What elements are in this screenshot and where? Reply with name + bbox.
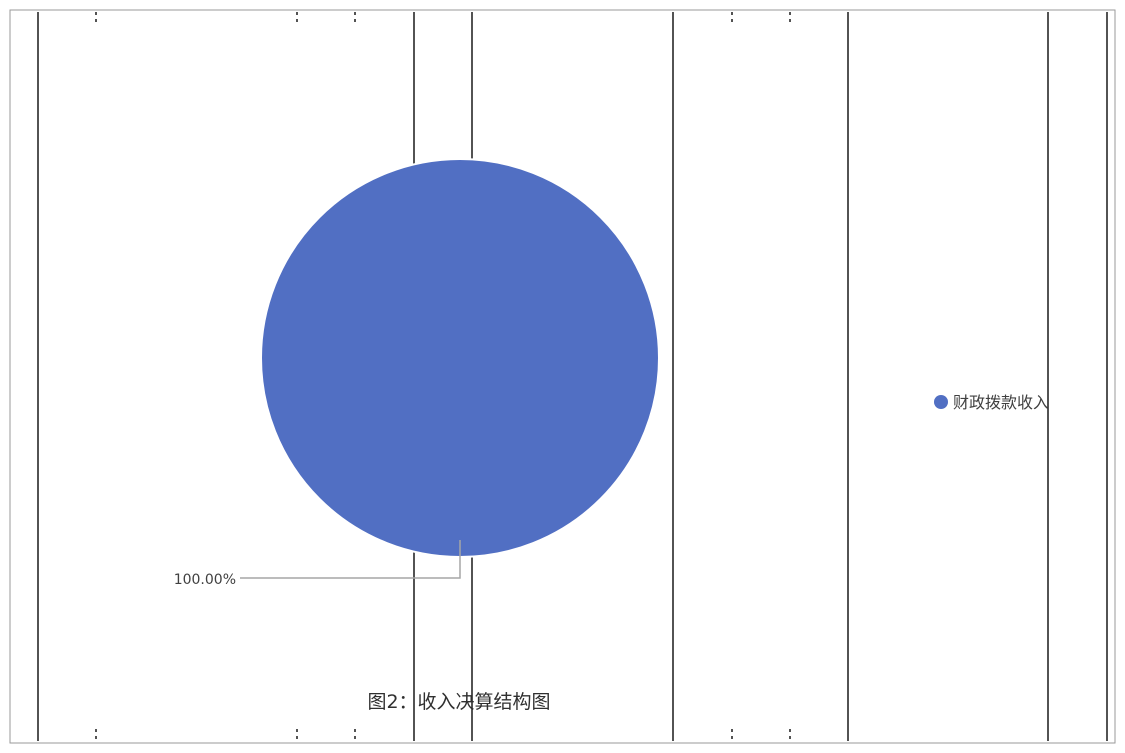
chart-border — [9, 9, 1116, 744]
legend-entry: 财政拨款收入 — [953, 393, 1049, 412]
pie-slices — [260, 158, 660, 558]
chart-caption: 图2：收入决算结构图 — [367, 691, 550, 713]
legend: 财政拨款收入 — [934, 393, 1049, 412]
data-label: 100.00% — [174, 572, 236, 588]
data-label-leader-line — [240, 540, 461, 579]
legend-swatch — [934, 395, 948, 409]
pie-slice — [260, 158, 660, 558]
background-rule-lines — [37, 12, 1108, 741]
